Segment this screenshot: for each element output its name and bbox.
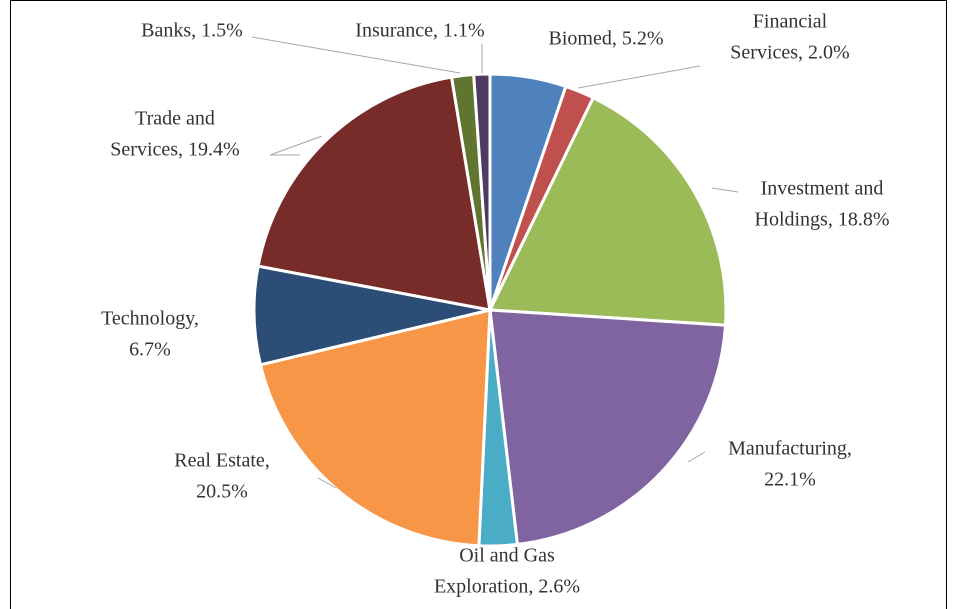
- data-label: Real Estate,: [174, 450, 270, 472]
- pie-slice: [258, 308, 492, 548]
- data-label: Manufacturing,: [728, 438, 852, 460]
- data-label: Exploration, 2.6%: [434, 576, 580, 598]
- pie-slice: [488, 308, 728, 547]
- leader-line: [269, 135, 323, 156]
- data-label: 20.5%: [196, 481, 248, 503]
- pie-slice: [256, 75, 492, 312]
- data-label: Oil and Gas: [459, 545, 555, 567]
- data-label: Trade and: [135, 108, 215, 130]
- pie-slice: [472, 72, 492, 311]
- leader-line: [577, 65, 701, 89]
- leader-line: [317, 477, 337, 489]
- leader-line: [251, 36, 461, 74]
- data-label: Banks, 1.5%: [141, 20, 243, 42]
- data-label: Financial: [753, 11, 828, 33]
- data-label: Technology,: [101, 308, 199, 330]
- data-label: Services, 19.4%: [110, 139, 239, 161]
- data-label: Biomed, 5.2%: [549, 28, 664, 50]
- leader-line: [687, 451, 706, 463]
- data-label: Services, 2.0%: [730, 42, 849, 64]
- data-label: 22.1%: [764, 469, 816, 491]
- data-label: Holdings, 18.8%: [755, 209, 890, 231]
- data-label: Insurance, 1.1%: [355, 20, 484, 42]
- leader-line: [711, 187, 739, 193]
- pie-slice: [487, 95, 728, 327]
- data-label: Investment and: [761, 178, 884, 200]
- data-label: 6.7%: [129, 339, 171, 361]
